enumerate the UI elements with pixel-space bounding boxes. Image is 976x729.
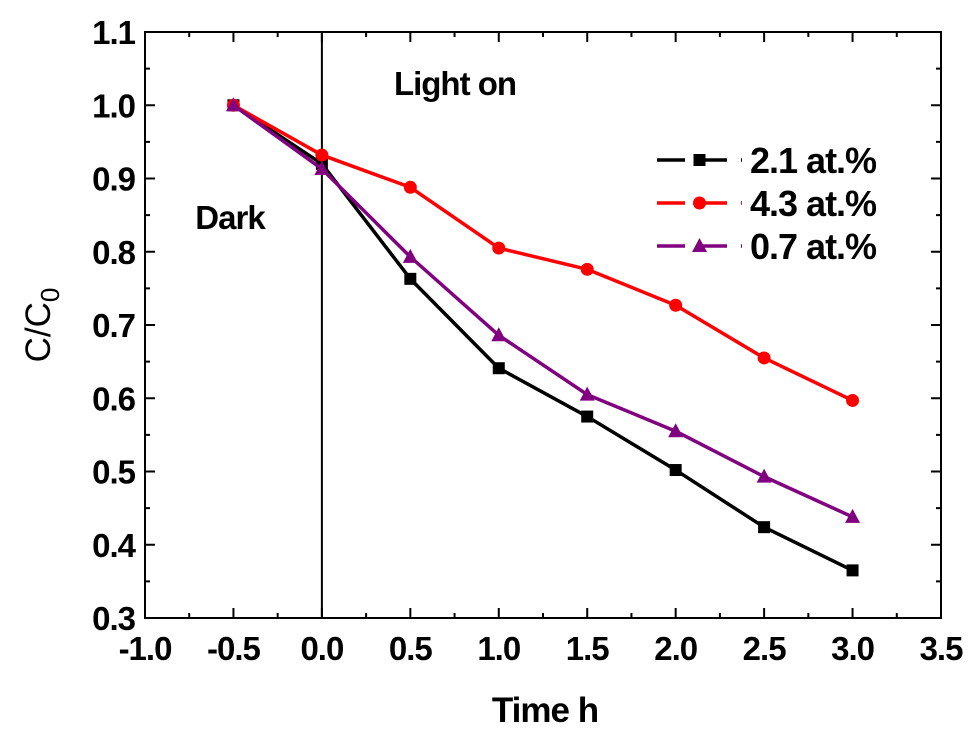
data-point <box>669 298 683 312</box>
data-point <box>846 393 860 407</box>
x-tick-label: 3.0 <box>831 630 874 667</box>
x-tick-label: -1.0 <box>119 630 172 667</box>
x-tick-label: 0.5 <box>389 630 433 667</box>
data-point <box>668 423 684 438</box>
x-tick-label: 2.5 <box>743 630 787 667</box>
data-point <box>757 351 771 365</box>
data-point <box>669 464 682 477</box>
legend-label: 4.3 at.% <box>750 183 877 224</box>
y-tick-label: 0.6 <box>92 380 136 417</box>
legend-swatch-marker <box>693 154 706 166</box>
data-point <box>580 262 594 276</box>
data-point <box>492 362 505 375</box>
legend: 2.1 at.%4.3 at.%0.7 at.% <box>657 140 878 267</box>
axes-layer: -1.0 -0.5 0.0 0.5 1.0 1.5 2.0 2.5 3.0 3.5 0.3 0.4 0.… <box>92 14 964 667</box>
series-layer <box>225 97 861 577</box>
x-axis-title: Time h <box>492 691 598 729</box>
data-point <box>403 180 417 194</box>
legend-swatch-marker <box>692 238 707 252</box>
data-point <box>492 241 506 255</box>
y-tick-label: 0.9 <box>92 161 136 198</box>
legend-label: 2.1 at.% <box>750 140 877 181</box>
y-tick-label: 0.5 <box>92 454 136 491</box>
data-point <box>402 248 418 263</box>
data-point <box>491 327 507 342</box>
plot-frame <box>144 31 942 619</box>
data-point <box>581 410 594 423</box>
y-axis-title-main: C/C <box>19 302 58 362</box>
x-tick-label: -0.5 <box>207 630 261 667</box>
legend-entry: 0.7 at.% <box>657 226 878 267</box>
data-point <box>404 272 417 285</box>
series-2 <box>225 97 861 523</box>
series-line <box>232 103 854 403</box>
x-tick-label: 1.0 <box>477 630 520 667</box>
data-point <box>846 564 859 577</box>
y-tick-label: 0.7 <box>92 307 135 344</box>
data-point <box>845 508 861 523</box>
y-tick-label: 0.4 <box>92 527 137 564</box>
data-point <box>225 97 241 112</box>
data-point <box>315 148 329 162</box>
y-tick-label: 1.0 <box>92 87 135 124</box>
legend-entry: 2.1 at.% <box>657 140 878 181</box>
labels-layer: Time h C/C0 Light on Dark <box>19 65 599 729</box>
data-point <box>756 468 772 483</box>
legend-label: 0.7 at.% <box>750 226 877 267</box>
data-point <box>758 521 771 534</box>
x-tick-label: 0.0 <box>300 630 343 667</box>
x-tick-label: 1.5 <box>566 630 610 667</box>
annotation-light-on: Light on <box>394 65 516 102</box>
y-axis-title: C/C0 <box>19 288 65 363</box>
data-point <box>314 160 330 175</box>
x-tick-label: 2.0 <box>654 630 697 667</box>
data-point <box>579 386 595 401</box>
y-tick-label: 1.1 <box>92 14 136 51</box>
y-tick-label: 0.3 <box>92 600 136 637</box>
annotation-dark: Dark <box>195 199 266 236</box>
series-1 <box>226 98 860 407</box>
y-axis-title-subscript: 0 <box>35 288 65 302</box>
x-tick-label: 3.5 <box>920 630 964 667</box>
series-line <box>232 103 854 519</box>
legend-entry: 4.3 at.% <box>657 183 878 224</box>
legend-swatch-marker <box>693 196 706 210</box>
y-tick-label: 0.8 <box>92 234 136 271</box>
